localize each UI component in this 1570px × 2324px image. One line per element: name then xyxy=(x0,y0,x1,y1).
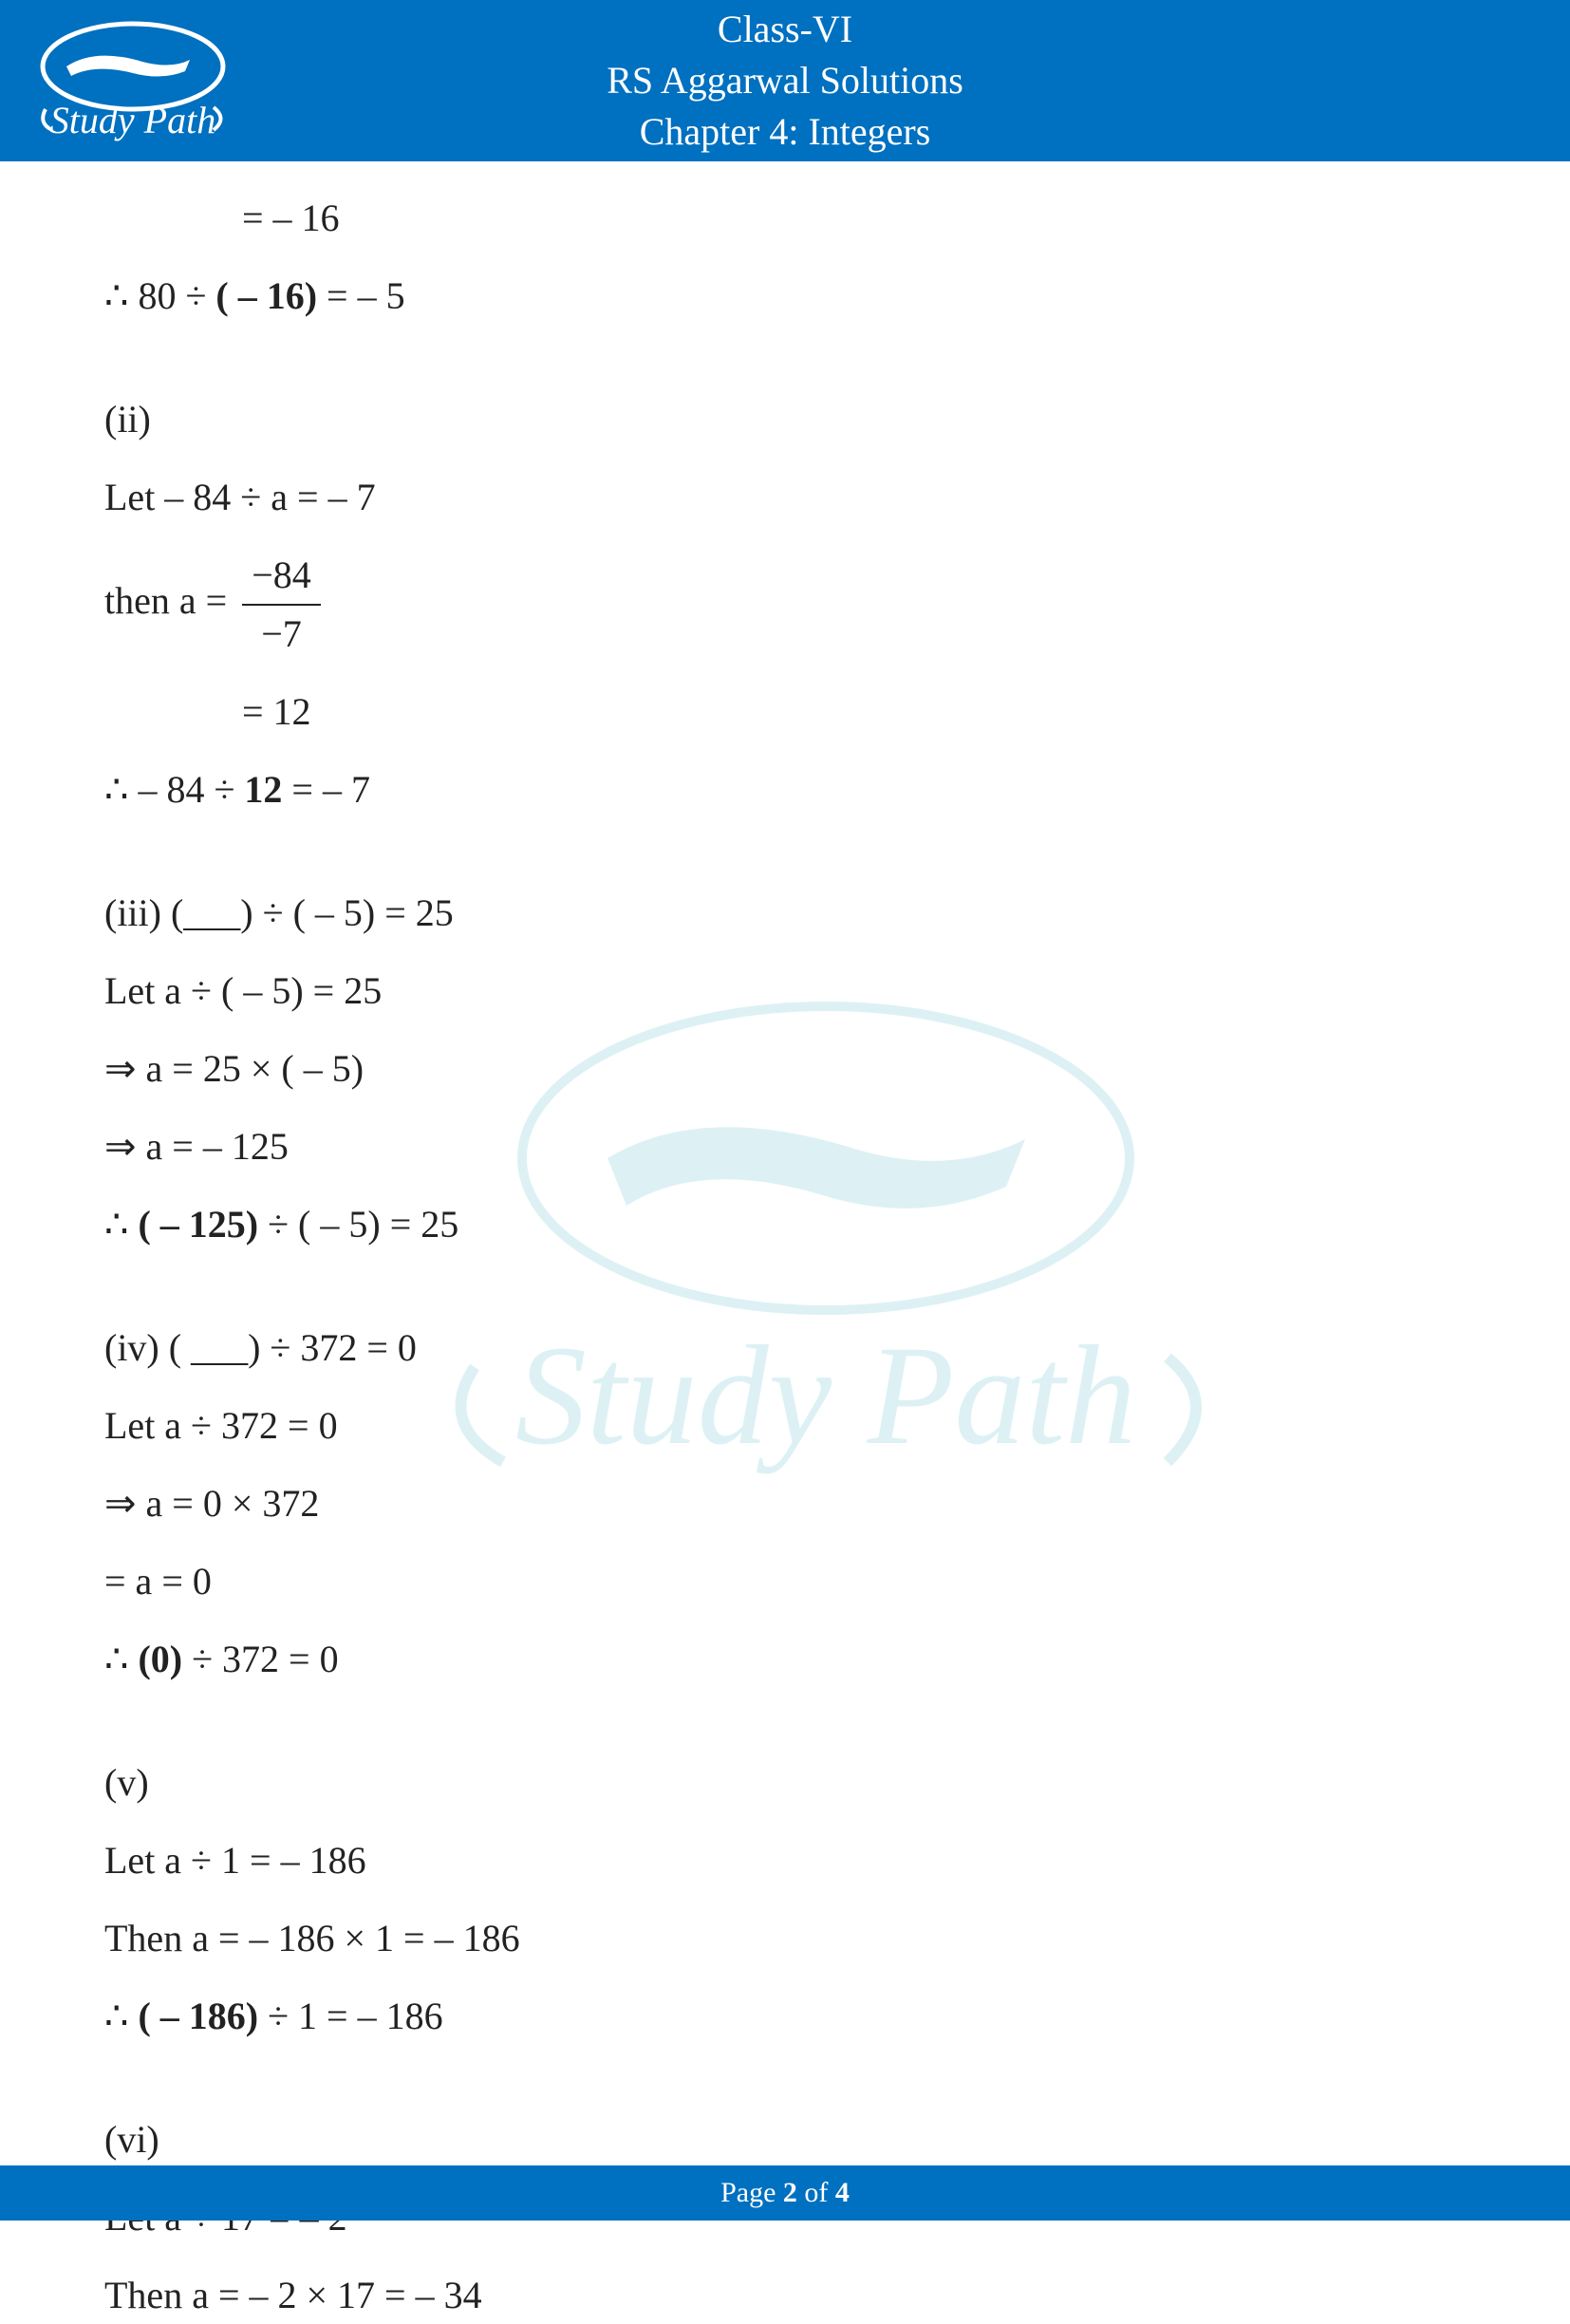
step-line: Let a ÷ 1 = – 186 xyxy=(104,1832,1466,1889)
part-label: (ii) xyxy=(104,391,1466,448)
step-line: = a = 0 xyxy=(104,1553,1466,1610)
denominator: −7 xyxy=(242,606,321,663)
footer-mid: of xyxy=(797,2177,835,2208)
numerator: −84 xyxy=(242,547,321,606)
answer-bold: ( – 186) xyxy=(138,1995,258,2037)
text: ∴ – 84 ÷ xyxy=(104,768,244,811)
answer-bold: ( – 16) xyxy=(215,274,317,317)
step-line: Then a = – 186 × 1 = – 186 xyxy=(104,1910,1466,1967)
brand-logo: Study Path xyxy=(28,14,237,147)
text: ÷ ( – 5) = 25 xyxy=(258,1203,458,1246)
answer-bold: ( – 125) xyxy=(138,1203,258,1246)
conclusion-line: ∴ 80 ÷ ( – 16) = – 5 xyxy=(104,268,1466,325)
page-footer: Page 2 of 4 xyxy=(0,2165,1570,2221)
svg-text:Study Path: Study Path xyxy=(50,99,215,141)
part-label: (iii) (___) ÷ ( – 5) = 25 xyxy=(104,885,1466,942)
text: = – 5 xyxy=(317,274,405,317)
part-label: (iv) ( ___) ÷ 372 = 0 xyxy=(104,1320,1466,1377)
text: = – 7 xyxy=(282,768,370,811)
fraction: −84−7 xyxy=(242,547,321,663)
answer-bold: (0) xyxy=(138,1638,182,1680)
step-line: ⇒ a = – 125 xyxy=(104,1118,1466,1175)
step-line: Let a ÷ 372 = 0 xyxy=(104,1397,1466,1454)
conclusion-line: ∴ ( – 125) ÷ ( – 5) = 25 xyxy=(104,1196,1466,1253)
step-line: Let – 84 ÷ a = – 7 xyxy=(104,469,1466,526)
text: ∴ 80 ÷ xyxy=(104,274,215,317)
text: ÷ 1 = – 186 xyxy=(258,1995,443,2037)
conclusion-line: ∴ ( – 186) ÷ 1 = – 186 xyxy=(104,1988,1466,2045)
footer-page-num: 2 xyxy=(783,2177,797,2208)
page-content: = – 16 ∴ 80 ÷ ( – 16) = – 5 (ii) Let – 8… xyxy=(0,161,1570,2324)
part-label: (vi) xyxy=(104,2111,1466,2168)
conclusion-line: ∴ – 84 ÷ 12 = – 7 xyxy=(104,761,1466,818)
step-line: = – 16 xyxy=(104,190,1466,247)
text: ∴ xyxy=(104,1638,138,1680)
step-line: ⇒ a = 0 × 372 xyxy=(104,1475,1466,1532)
answer-bold: 12 xyxy=(244,768,282,811)
part-label: (v) xyxy=(104,1754,1466,1811)
footer-page-total: 4 xyxy=(835,2177,850,2208)
text: then a = xyxy=(104,579,236,622)
step-line: ⇒ a = 25 × ( – 5) xyxy=(104,1040,1466,1097)
page-header: Study Path Class-VI RS Aggarwal Solution… xyxy=(0,0,1570,161)
text: ∴ xyxy=(104,1995,138,2037)
step-line: Let a ÷ ( – 5) = 25 xyxy=(104,963,1466,1020)
conclusion-line: ∴ (0) ÷ 372 = 0 xyxy=(104,1631,1466,1688)
step-line: = 12 xyxy=(104,684,1466,740)
text: ∴ xyxy=(104,1203,138,1246)
fraction-line: then a = −84−7 xyxy=(104,547,1466,663)
step-line: Then a = – 2 × 17 = – 34 xyxy=(104,2267,1466,2324)
footer-pre: Page xyxy=(720,2177,783,2208)
text: ÷ 372 = 0 xyxy=(182,1638,339,1680)
